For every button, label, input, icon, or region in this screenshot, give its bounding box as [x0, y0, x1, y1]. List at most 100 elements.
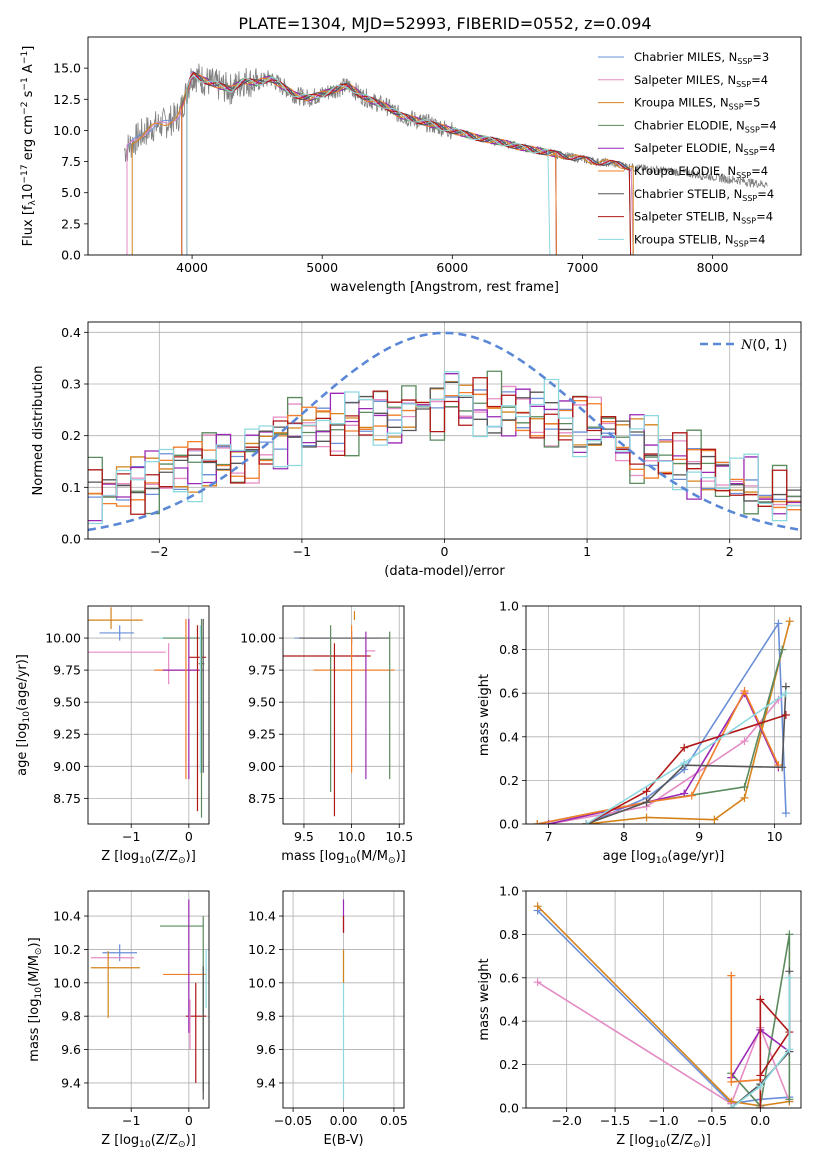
weight-marker [778, 763, 787, 772]
legend-entry: Kroupa MILES, NSSP=5 [634, 96, 760, 112]
weight-line [548, 699, 780, 824]
axes-frame [87, 605, 210, 825]
x-tick-label: 10.5 [385, 829, 413, 844]
legend-suffix: =5 [744, 96, 761, 110]
weight-marker [642, 813, 651, 822]
x-axis-label: Z [log10(Z/Z⊙)] [616, 1133, 711, 1150]
weight-marker [680, 758, 689, 767]
weight_vs_Z-marks [533, 902, 794, 1108]
x-tick-label: 1 [583, 544, 591, 559]
label-part: ⊙ [178, 856, 186, 866]
y-tick-label: 2.5 [61, 216, 81, 231]
y-tick-label: 9.25 [53, 727, 81, 742]
weight-line [537, 981, 791, 1105]
legend-suffix: =4 [760, 118, 777, 132]
axes-frame [87, 321, 802, 540]
x-tick-label: 0.0 [750, 1113, 770, 1128]
x-tick-label: 10 [767, 829, 783, 844]
spectrum-marks [124, 63, 768, 255]
weight-line [585, 692, 787, 824]
label-part: Z [log [616, 1133, 654, 1148]
weight-line [537, 689, 780, 824]
x-tick-label: 4000 [176, 260, 208, 275]
y-tick-label: 0.3 [61, 377, 81, 392]
y-tick-label: 0.4 [61, 325, 81, 340]
y-tick-label: 0.4 [499, 729, 519, 744]
y-tick-label: 10.0 [248, 975, 276, 990]
x-tick-label: 0 [185, 829, 193, 844]
legend-entry: Chabrier MILES, NSSP=3 [634, 50, 769, 66]
legend-suffix: =4 [751, 73, 768, 87]
y-tick-label: 9.8 [61, 1009, 81, 1024]
legend-suffix: =4 [757, 187, 774, 201]
axes-frame [87, 36, 802, 256]
weight-marker [781, 809, 790, 818]
x-tick-label: 8 [620, 829, 628, 844]
label-part: )] [186, 1133, 196, 1148]
y-tick-label: 0.0 [61, 532, 81, 547]
legend-sub: SSP [737, 57, 752, 66]
age_vs_mass-axes: 9.5 10.0 10.5 8.75 9.00 9.25 9.50 9.75 10.00 mass… [240, 605, 413, 866]
model-spectrum [186, 74, 551, 255]
weight-marker [533, 820, 542, 824]
axes-frame [282, 890, 405, 1109]
label-part: ⊙ [388, 856, 396, 866]
label-part: 10 [656, 856, 668, 866]
y-tick-label: 0.2 [61, 428, 81, 443]
y-axis-label: age [log10(age/yr)] [15, 654, 32, 776]
mass_vs_Z-axes: −1 09.49.69.810.010.210.4Z [log10(Z/Z⊙)]m… [27, 890, 210, 1150]
x-axis-label: mass [log10(M/M⊙)] [281, 849, 405, 866]
weight-marker [778, 645, 787, 654]
weight-marker [642, 787, 651, 796]
weight-marker [785, 930, 794, 939]
gaussian-reference [88, 331, 801, 532]
y-tick-label: 8.75 [53, 791, 81, 806]
label-part: )] [701, 1133, 711, 1148]
legend-sub: SSP [736, 171, 751, 180]
legend-sub: SSP [736, 80, 751, 89]
x-tick-label: −1 [293, 544, 311, 559]
mass_vs_Z-marks [90, 899, 207, 1100]
weight-marker [582, 820, 591, 824]
label-part: (age/yr)] [667, 849, 724, 864]
legend-sub: SSP [744, 148, 759, 157]
legend-entry: Salpeter MILES, NSSP=4 [634, 73, 768, 89]
label-part: erg cm [21, 115, 36, 164]
y-tick-label: 15.0 [53, 61, 81, 76]
y-tick-label: 10.0 [53, 975, 81, 990]
label-part: (Z/Z [666, 1133, 693, 1148]
label-part: ] [21, 46, 36, 51]
weight-marker [785, 617, 794, 626]
legend-entry: N(0, 1) [740, 338, 787, 353]
x-axis-label: E(B-V) [323, 1133, 363, 1148]
weight-line [537, 909, 790, 1105]
weight-marker [740, 793, 749, 802]
legend-suffix: =4 [749, 232, 766, 246]
mass_vs_ebv-axes: −0.05 0.00 0.05 9.4 9.6 9.8 10.0 10.2 10.4 E(B-V) [248, 890, 408, 1148]
legend-name: Salpeter MILES, N [634, 73, 736, 87]
weight-line [730, 977, 791, 1108]
label-part: age [log [603, 849, 656, 864]
figure-title: PLATE=1304, MJD=52993, FIBERID=0552, z=0… [238, 14, 651, 33]
weight-line [759, 997, 791, 1108]
x-tick-label: −1 [122, 1113, 140, 1128]
plots-group: 4000 5000 6000 7000 80000.02.55.07.510.012.5… [15, 36, 802, 1150]
y-tick-label: 9.4 [61, 1075, 81, 1090]
legend-sub: SSP [741, 217, 756, 226]
residuals-axes: −2 −1 0 1 2 0.0 0.1 0.2 0.3 0.4 (data-model)/error… [31, 321, 802, 579]
y-tick-label: 10.4 [53, 909, 81, 924]
y-tick-label: 9.25 [248, 727, 276, 742]
label-part: )] [27, 937, 42, 947]
y-tick-label: 12.5 [53, 92, 81, 107]
x-tick-label: 0 [185, 1113, 193, 1128]
y-axis-label: mass [log10(M/M⊙)] [27, 937, 44, 1061]
y-tick-label: 9.6 [256, 1042, 276, 1057]
x-tick-label: 6000 [436, 260, 468, 275]
model-spectrum [181, 73, 557, 255]
y-tick-label: 10.00 [45, 631, 81, 646]
y-tick-label: 0.8 [499, 642, 519, 657]
label-part: ⊙ [693, 1140, 701, 1150]
legend-sub: SSP [745, 125, 760, 134]
